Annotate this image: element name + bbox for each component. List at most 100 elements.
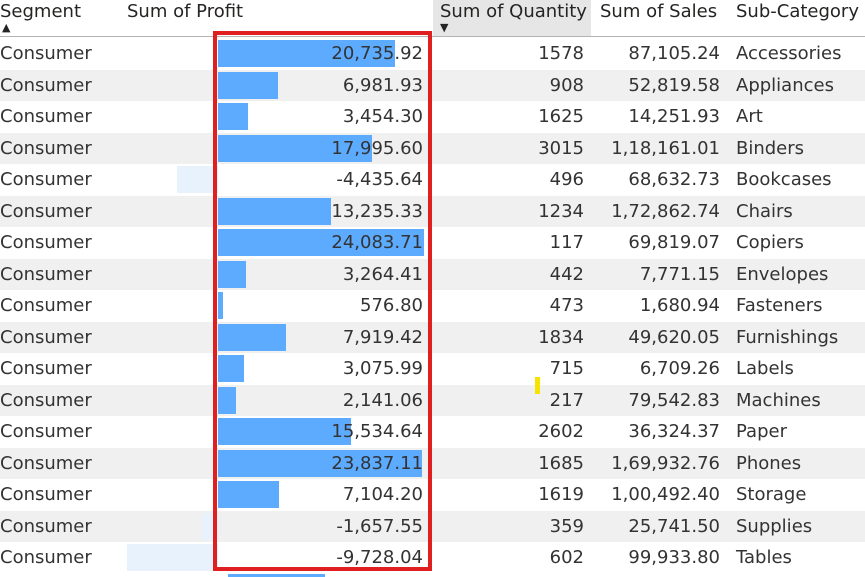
- profit-cell[interactable]: -4,435.64: [336, 169, 423, 190]
- profit-cell[interactable]: -9,728.04: [336, 547, 423, 568]
- profit-cell[interactable]: 23,837.11: [331, 452, 423, 474]
- sales-cell[interactable]: 69,819.07: [628, 232, 720, 253]
- sales-cell[interactable]: 1,00,492.40: [611, 484, 720, 505]
- segment-cell[interactable]: Consumer: [0, 43, 92, 64]
- segment-cell[interactable]: Consumer: [0, 169, 92, 190]
- table-row[interactable]: Consumer 20,735.92 1578 87,105.24 Accessorie…: [0, 38, 865, 70]
- quantity-cell[interactable]: 359: [549, 515, 584, 537]
- table-row[interactable]: Consumer 576.80 473 1,680.94 Fasteners: [0, 290, 865, 322]
- table-row[interactable]: Consumer -1,657.55 359 25,741.50 Supplies: [0, 510, 865, 542]
- sales-cell[interactable]: 1,72,862.74: [611, 200, 720, 222]
- table-row[interactable]: Consumer 13,235.33 1234 1,72,862.74 Chairs: [0, 195, 865, 227]
- subcategory-cell[interactable]: Furnishings: [736, 326, 839, 348]
- table-row[interactable]: Consumer 17,995.60 3015 1,18,161.01 Binders: [0, 132, 865, 164]
- subcategory-cell[interactable]: Chairs: [736, 200, 793, 222]
- quantity-cell[interactable]: 715: [549, 358, 584, 379]
- table-row[interactable]: Consumer 15,534.64 2602 36,324.37 Paper: [0, 416, 865, 448]
- subcategory-cell[interactable]: Supplies: [736, 515, 813, 537]
- subcategory-cell[interactable]: Phones: [736, 452, 802, 474]
- sales-cell[interactable]: 1,69,932.76: [611, 452, 720, 474]
- table-row[interactable]: Consumer 2,141.06 217 79,542.83 Machines: [0, 384, 865, 416]
- profit-cell[interactable]: 20,735.92: [331, 43, 423, 64]
- sales-cell[interactable]: 25,741.50: [628, 515, 720, 537]
- sort-ascending-icon[interactable]: ▲: [2, 21, 11, 34]
- sales-cell[interactable]: 79,542.83: [628, 389, 720, 411]
- table-row[interactable]: Consumer 7,104.20 1619 1,00,492.40 Storage: [0, 479, 865, 511]
- sales-cell[interactable]: 49,620.05: [628, 326, 720, 348]
- subcategory-cell[interactable]: Art: [736, 106, 763, 127]
- profit-cell[interactable]: 2,141.06: [342, 389, 423, 411]
- subcategory-cell[interactable]: Tables: [736, 547, 792, 568]
- quantity-cell[interactable]: 908: [549, 74, 584, 96]
- segment-cell[interactable]: Consumer: [0, 515, 92, 537]
- table-row[interactable]: Consumer 7,919.42 1834 49,620.05 Furnishings: [0, 321, 865, 353]
- profit-cell[interactable]: 15,534.64: [331, 421, 423, 442]
- sales-cell[interactable]: 6,709.26: [639, 358, 720, 379]
- subcategory-cell[interactable]: Envelopes: [736, 263, 829, 285]
- segment-cell[interactable]: Consumer: [0, 452, 92, 474]
- sales-cell[interactable]: 87,105.24: [628, 43, 720, 64]
- quantity-cell[interactable]: 1234: [538, 200, 584, 222]
- segment-cell[interactable]: Consumer: [0, 484, 92, 505]
- segment-cell[interactable]: Consumer: [0, 232, 92, 253]
- segment-cell[interactable]: Consumer: [0, 263, 92, 285]
- segment-cell[interactable]: Consumer: [0, 421, 92, 442]
- segment-cell[interactable]: Consumer: [0, 389, 92, 411]
- profit-cell[interactable]: 13,235.33: [331, 200, 423, 222]
- table-row[interactable]: Consumer 23,837.11 1685 1,69,932.76 Phones: [0, 447, 865, 479]
- subcategory-cell[interactable]: Paper: [736, 421, 787, 442]
- horizontal-scrollbar[interactable]: [228, 574, 325, 577]
- quantity-cell[interactable]: 602: [549, 547, 584, 568]
- quantity-cell[interactable]: 2602: [538, 421, 584, 442]
- table-row[interactable]: Consumer 3,075.99 715 6,709.26 Labels: [0, 353, 865, 385]
- sales-cell[interactable]: 68,632.73: [628, 169, 720, 190]
- sales-cell[interactable]: 1,680.94: [639, 295, 720, 316]
- segment-cell[interactable]: Consumer: [0, 358, 92, 379]
- table-row[interactable]: Consumer 3,454.30 1625 14,251.93 Art: [0, 101, 865, 133]
- profit-cell[interactable]: 3,454.30: [342, 106, 423, 127]
- sales-cell[interactable]: 36,324.37: [628, 421, 720, 442]
- quantity-cell[interactable]: 3015: [538, 137, 584, 159]
- subcategory-cell[interactable]: Storage: [736, 484, 807, 505]
- quantity-cell[interactable]: 442: [549, 263, 584, 285]
- quantity-cell[interactable]: 1834: [538, 326, 584, 348]
- table-row[interactable]: Consumer 24,083.71 117 69,819.07 Copiers: [0, 227, 865, 259]
- segment-cell[interactable]: Consumer: [0, 106, 92, 127]
- sales-cell[interactable]: 52,819.58: [628, 74, 720, 96]
- segment-cell[interactable]: Consumer: [0, 137, 92, 159]
- header-segment[interactable]: Segment ▲: [0, 0, 120, 37]
- profit-cell[interactable]: 17,995.60: [331, 137, 423, 159]
- header-sum-of-quantity[interactable]: Sum of Quantity ▼: [433, 0, 591, 37]
- subcategory-cell[interactable]: Machines: [736, 389, 821, 411]
- header-sub-category[interactable]: Sub-Category: [736, 0, 865, 37]
- table-row[interactable]: Consumer -9,728.04 602 99,933.80 Tables: [0, 542, 865, 574]
- table-row[interactable]: Consumer 3,264.41 442 7,771.15 Envelopes: [0, 258, 865, 290]
- profit-cell[interactable]: 576.80: [360, 295, 423, 316]
- quantity-cell[interactable]: 473: [549, 295, 584, 316]
- segment-cell[interactable]: Consumer: [0, 547, 92, 568]
- profit-cell[interactable]: 3,075.99: [342, 358, 423, 379]
- quantity-cell[interactable]: 217: [549, 389, 584, 411]
- subcategory-cell[interactable]: Appliances: [736, 74, 834, 96]
- quantity-cell[interactable]: 1578: [538, 43, 584, 64]
- subcategory-cell[interactable]: Fasteners: [736, 295, 823, 316]
- profit-cell[interactable]: 7,919.42: [342, 326, 423, 348]
- header-sum-of-sales[interactable]: Sum of Sales: [600, 0, 730, 37]
- subcategory-cell[interactable]: Bookcases: [736, 169, 832, 190]
- segment-cell[interactable]: Consumer: [0, 200, 92, 222]
- subcategory-cell[interactable]: Accessories: [736, 43, 842, 64]
- segment-cell[interactable]: Consumer: [0, 326, 92, 348]
- profit-cell[interactable]: 3,264.41: [342, 263, 423, 285]
- profit-cell[interactable]: 24,083.71: [331, 232, 423, 253]
- profit-cell[interactable]: 7,104.20: [342, 484, 423, 505]
- header-sum-of-profit[interactable]: Sum of Profit: [127, 0, 427, 37]
- quantity-cell[interactable]: 1685: [538, 452, 584, 474]
- sales-cell[interactable]: 7,771.15: [639, 263, 720, 285]
- quantity-cell[interactable]: 117: [549, 232, 584, 253]
- subcategory-cell[interactable]: Labels: [736, 358, 794, 379]
- quantity-cell[interactable]: 1625: [538, 106, 584, 127]
- segment-cell[interactable]: Consumer: [0, 295, 92, 316]
- sales-cell[interactable]: 1,18,161.01: [611, 137, 720, 159]
- segment-cell[interactable]: Consumer: [0, 74, 92, 96]
- quantity-cell[interactable]: 1619: [538, 484, 584, 505]
